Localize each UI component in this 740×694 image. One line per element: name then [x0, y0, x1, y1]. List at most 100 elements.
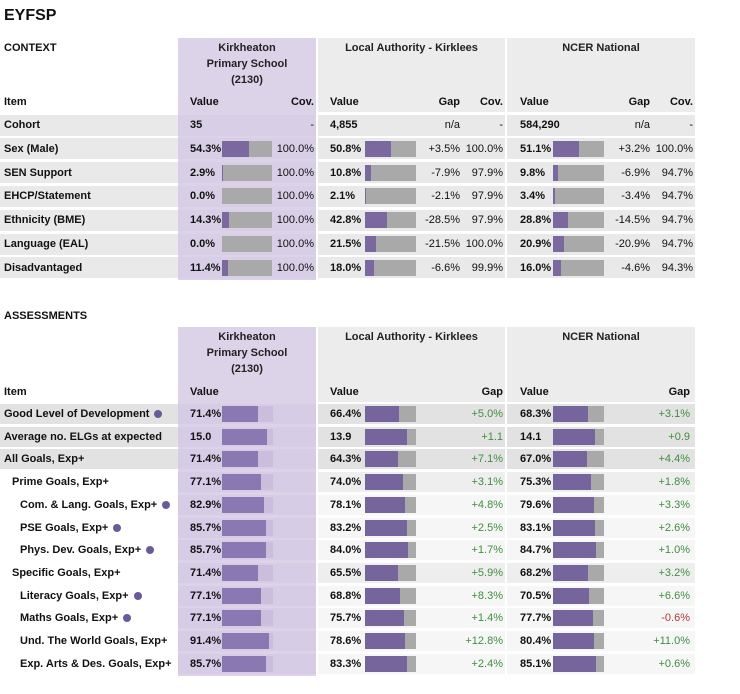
item-label: SEN Support — [4, 166, 72, 180]
section-title: CONTEXT — [4, 42, 57, 54]
value-cell: 13.9 — [330, 430, 352, 443]
cell: 100.0% — [276, 190, 314, 203]
gap-cell: +0.9 — [668, 430, 690, 443]
gap-cell: +3.3% — [658, 498, 691, 511]
value-cell: 51.1% — [520, 142, 552, 155]
gap-cell: +5.0% — [471, 408, 504, 420]
cell: 100.0% — [276, 238, 314, 250]
bar — [365, 610, 404, 627]
value-cell: 71.4% — [190, 453, 222, 466]
bar-track — [553, 236, 604, 252]
gap-cell: +7.1% — [471, 453, 504, 466]
gap-cell: +3.1% — [658, 408, 691, 420]
row-bg — [318, 114, 505, 136]
value-cell: 14.3% — [190, 214, 222, 227]
cell: n/a — [634, 119, 650, 131]
gap-cell: +11.0% — [653, 635, 690, 647]
gap-cell: +1.0% — [658, 544, 691, 557]
value-cell: 91.4% — [190, 635, 222, 647]
cell: - — [310, 119, 314, 131]
bar — [365, 564, 399, 581]
cell: 100.0% — [276, 214, 314, 227]
cell: -6.9% — [621, 166, 650, 179]
item-label: Exp. Arts & Des. Goals, Exp+ — [20, 657, 172, 671]
cell: +3.2% — [618, 142, 651, 155]
bar — [222, 564, 259, 581]
gap-cell: +4.8% — [471, 498, 504, 511]
cell: 100.0% — [276, 166, 314, 179]
bar — [222, 610, 262, 627]
cell: 94.3% — [661, 261, 693, 274]
cell: 97.9% — [471, 214, 503, 227]
value-cell: 42.8% — [330, 214, 362, 227]
cell: 100.0% — [465, 238, 503, 250]
column-header: Gap — [438, 96, 460, 108]
bar — [553, 496, 594, 513]
value-cell: 14.1 — [520, 430, 542, 443]
gap-cell: +6.6% — [658, 589, 691, 602]
gap-cell: +4.4% — [658, 453, 691, 466]
row-bg — [0, 138, 178, 160]
value-cell: 83.3% — [330, 657, 362, 670]
section-title: ASSESSMENTS — [4, 310, 88, 322]
item-label: Language (EAL) — [4, 237, 88, 251]
gap-cell: +1.1 — [481, 430, 503, 443]
item-text: Exp. Arts & Des. Goals, Exp+ — [20, 657, 172, 670]
bar — [553, 140, 580, 157]
item-text: Maths Goals, Exp+ — [20, 612, 119, 625]
bar — [222, 542, 266, 559]
value-cell: 68.3% — [520, 408, 552, 420]
value-cell: 67.0% — [520, 453, 552, 466]
column-header: Value — [520, 386, 549, 398]
item-label: Average no. ELGs at expected — [4, 430, 162, 444]
value-cell: 11.4% — [190, 261, 221, 274]
bar — [553, 428, 596, 445]
value-cell: 0.0% — [190, 238, 216, 250]
bar — [553, 519, 596, 536]
bar — [553, 451, 588, 468]
cell: -2.1% — [431, 190, 460, 203]
gap-cell: +8.3% — [471, 589, 504, 602]
cell: 94.7% — [661, 214, 693, 227]
group-header: Local Authority - Kirklees — [345, 42, 478, 54]
gap-cell: +2.5% — [471, 521, 504, 534]
value-cell: 77.7% — [520, 612, 552, 625]
bar — [222, 519, 266, 536]
row-bg — [0, 209, 178, 231]
column-header: Cov. — [290, 96, 314, 108]
value-cell: 83.1% — [520, 521, 552, 534]
gap-cell: +1.7% — [471, 544, 504, 557]
bar-track — [365, 236, 416, 252]
bar — [365, 406, 399, 422]
item-label: Ethnicity (BME) — [4, 213, 85, 227]
national-header-bg — [507, 38, 695, 112]
column-header: Value — [190, 386, 219, 398]
cell: 99.9% — [471, 261, 503, 274]
bar-track — [222, 164, 272, 181]
value-cell: 71.4% — [190, 408, 222, 420]
cell: 100.0% — [276, 142, 314, 155]
value-cell: 65.5% — [330, 566, 362, 579]
item-label: Maths Goals, Exp+ — [20, 611, 132, 625]
bar — [553, 542, 597, 559]
column-header: Value — [330, 386, 359, 398]
item-text: Com. & Lang. Goals, Exp+ — [20, 498, 158, 511]
value-cell: 18.0% — [330, 261, 362, 274]
bar — [222, 451, 259, 468]
row-bg — [0, 114, 178, 136]
row-bg — [0, 257, 178, 279]
value-cell: 83.2% — [330, 521, 362, 534]
item-text: Cohort — [4, 119, 41, 131]
value-cell: 35 — [190, 119, 203, 131]
value-cell: 50.8% — [330, 142, 362, 155]
value-cell: 70.5% — [520, 589, 552, 602]
bar-track — [222, 236, 272, 252]
gap-cell: +2.4% — [471, 657, 504, 670]
gap-cell: +2.6% — [658, 521, 691, 534]
bar — [553, 610, 593, 627]
value-cell: 584,290 — [520, 119, 560, 131]
value-cell: 16.0% — [520, 261, 552, 274]
cell: - — [499, 119, 503, 131]
value-cell: 79.6% — [520, 498, 552, 511]
value-cell: 2.9% — [190, 166, 216, 179]
